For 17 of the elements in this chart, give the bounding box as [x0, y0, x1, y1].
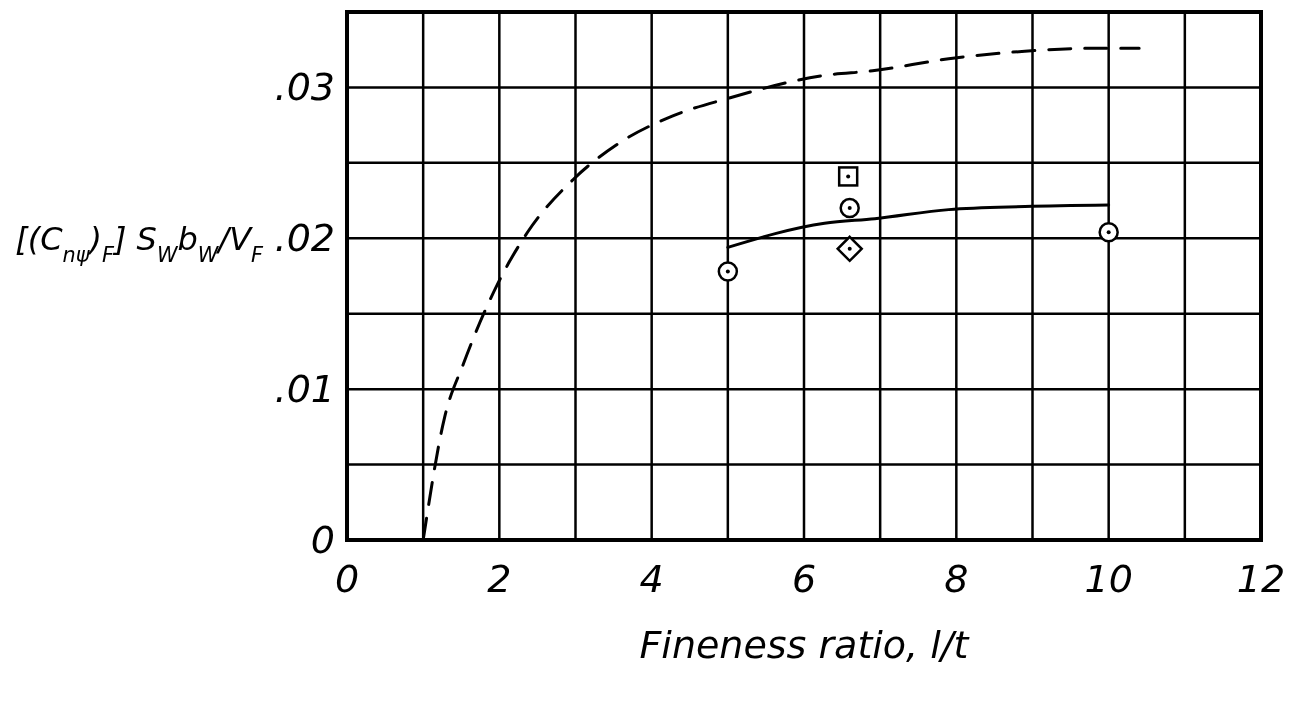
y-tick-label: .03 — [274, 65, 335, 110]
point — [839, 197, 860, 219]
x-axis-title: Fineness ratio, l/t — [639, 623, 971, 667]
x-tick-label: 8 — [944, 557, 969, 601]
point — [836, 235, 863, 263]
text: [(C$_{nψ}$)$_{F}$] S$_{W}$b$_{W}$/V$_{F}$ — [15, 220, 263, 268]
y-tick-label: .02 — [274, 216, 335, 261]
y-tick-label: 0 — [310, 518, 335, 562]
x-tick-label: 4 — [639, 557, 664, 601]
point — [717, 261, 739, 282]
point — [837, 166, 859, 187]
x-tick-label: 2 — [487, 557, 512, 601]
y-tick-label: .01 — [274, 367, 335, 412]
x-tick-label: 12 — [1236, 557, 1286, 601]
point — [1098, 222, 1119, 243]
x-tick-label: 6 — [791, 557, 817, 601]
x-tick-label: 10 — [1084, 557, 1133, 601]
